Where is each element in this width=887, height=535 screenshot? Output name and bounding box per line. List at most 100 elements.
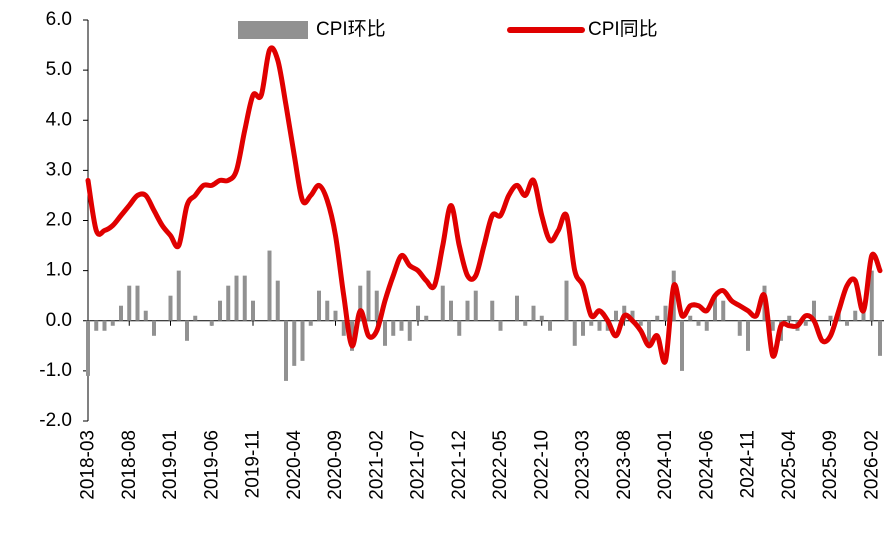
bar [308,320,313,326]
bar [424,315,429,321]
bar [185,320,189,341]
bar [383,320,387,346]
bar [655,315,660,321]
bar [630,310,635,321]
bar [746,320,750,351]
bar [407,320,412,341]
bar [539,315,544,321]
x-tick-label: 2019-06 [201,430,222,500]
bar [465,300,470,321]
x-tick-label: 2018-08 [119,430,140,500]
y-tick-label: 3.0 [46,159,72,180]
bar [127,285,132,321]
bar [696,320,701,326]
y-tick-label: 2.0 [46,210,72,231]
bar [358,285,363,321]
bar [564,280,569,321]
bar [523,320,528,326]
x-tick-label: 2021-07 [408,430,429,500]
bar [498,320,503,331]
bar [234,275,239,321]
x-tick-label: 2018-03 [78,430,99,500]
bar [581,320,585,336]
legend-label: CPI同比 [588,18,658,40]
bar [226,285,231,321]
bar [803,320,808,326]
bar [490,300,495,321]
bar [350,320,354,351]
bar [869,270,874,321]
bar [688,315,693,321]
bar [878,320,882,356]
bar [548,320,552,331]
x-tick-label: 2023-08 [614,430,635,500]
x-tick-label: 2020-09 [325,430,346,500]
bar [119,305,123,321]
bar [597,320,602,331]
x-tick-label: 2025-04 [779,430,800,500]
bar [638,320,643,326]
x-tick-label: 2019-01 [160,430,181,500]
bar [292,320,297,366]
bar [663,305,668,321]
bar [721,300,726,321]
bar [267,250,272,321]
bar [135,285,140,321]
bar [209,320,214,326]
bar [333,310,338,321]
x-tick-label: 2025-09 [820,430,841,500]
legend-label: CPI环比 [316,18,386,40]
x-tick-label: 2022-05 [490,430,511,500]
bar [275,280,280,321]
bar [861,310,866,321]
bar [770,320,775,331]
bar [86,320,90,376]
bar [737,320,742,336]
bar [828,315,833,321]
x-tick-label: 2026-02 [861,430,882,500]
bar [589,320,594,326]
y-tick-label: -2.0 [39,410,72,431]
bar [366,270,371,321]
x-tick-label: 2020-04 [284,430,305,500]
bar [317,290,321,321]
bar [110,320,115,326]
bar [473,290,478,321]
y-tick-label: 6.0 [46,9,72,30]
bar [391,320,396,336]
legend-swatch [238,21,308,39]
x-tick-label: 2023-03 [573,430,594,500]
bar [176,270,181,321]
bar [416,305,420,321]
x-tick-label: 2024-06 [696,430,717,500]
bar [572,320,577,346]
bar [341,320,346,336]
bar [399,320,404,331]
bar [284,320,288,381]
bar [440,285,445,321]
bar [787,315,792,321]
bar [94,320,99,331]
y-tick-label: 0.0 [46,310,72,331]
bar [680,320,684,371]
bar [218,300,222,321]
bar [374,290,379,321]
x-tick-label: 2019-11 [243,430,264,498]
bar [152,320,156,336]
bar [704,320,709,331]
bar [242,275,247,321]
bar [647,320,651,346]
bar [168,295,173,321]
x-tick-label: 2022-10 [531,430,552,500]
x-tick-label: 2021-02 [366,430,387,500]
bar [614,310,618,321]
bar [812,300,816,321]
bar [193,315,198,321]
x-tick-label: 2024-11 [738,430,759,498]
x-tick-label: 2021-12 [449,430,470,500]
bar [531,305,536,321]
x-tick-label: 2024-01 [655,430,676,500]
bar [515,295,519,321]
bar [845,320,849,326]
